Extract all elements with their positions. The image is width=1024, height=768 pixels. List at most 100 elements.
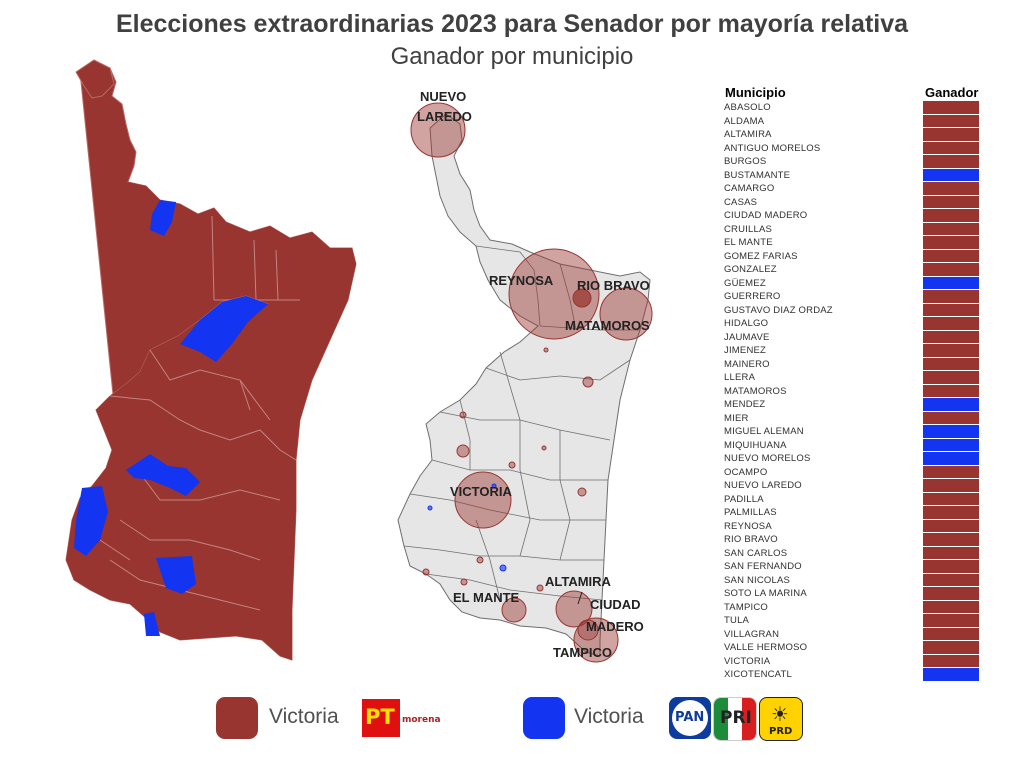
tamaulipas-shape-right bbox=[397, 113, 651, 657]
winner-cell bbox=[923, 344, 979, 358]
winner-cell bbox=[923, 627, 979, 641]
table-row: ALTAMIRA bbox=[724, 128, 984, 142]
bubble-small-1 bbox=[456, 444, 470, 458]
municipio-guemez bbox=[126, 454, 200, 496]
bubble-victoria bbox=[454, 471, 512, 529]
municipio-name: GÜEMEZ bbox=[724, 277, 766, 289]
page-subtitle: Ganador por municipio bbox=[390, 43, 634, 70]
bubble-blue-1 bbox=[499, 564, 507, 572]
municipio-name: OCAMPO bbox=[724, 466, 768, 478]
table-row: VILLAGRAN bbox=[724, 627, 984, 641]
bubble-tampico bbox=[573, 617, 619, 663]
winner-cell bbox=[923, 371, 979, 385]
winner-cell bbox=[923, 614, 979, 628]
municipio-name: GUSTAVO DIAZ ORDAZ bbox=[724, 304, 833, 316]
municipio-bustamante bbox=[74, 486, 108, 556]
municipio-name: GUERRERO bbox=[724, 291, 781, 302]
page-title: Elecciones extraordinarias 2023 para Sen… bbox=[115, 10, 909, 38]
sun-icon: ☀ bbox=[771, 704, 789, 726]
municipio-name: MIER bbox=[724, 412, 749, 424]
winner-cell bbox=[923, 492, 979, 506]
municipio-name: VALLE HERMOSO bbox=[724, 642, 808, 653]
municipio-name: PALMILLAS bbox=[724, 507, 777, 518]
municipio-name: MAINERO bbox=[724, 358, 770, 370]
bubble-matamoros bbox=[599, 287, 653, 341]
winner-cell bbox=[923, 519, 979, 533]
legend-label-morena: Victoria bbox=[269, 705, 339, 728]
winner-cell bbox=[923, 263, 979, 277]
bubble-map: NUEVO LAREDO REYNOSA RIO BRAVO MATAMOROS… bbox=[397, 89, 653, 663]
table-row: HIDALGO bbox=[724, 317, 984, 331]
column-header-ganador: Ganador bbox=[925, 85, 979, 100]
table-row: MAINERO bbox=[724, 357, 984, 371]
table-row: ABASOLO bbox=[724, 101, 984, 115]
table-row: GÜEMEZ bbox=[724, 276, 984, 290]
table-row: CAMARGO bbox=[724, 182, 984, 196]
municipio-nuevo-morelos bbox=[144, 612, 160, 636]
altamira-leader-line bbox=[577, 591, 583, 605]
winner-cell bbox=[923, 384, 979, 398]
municipio-name: CRUILLAS bbox=[724, 223, 773, 235]
winner-cell bbox=[923, 128, 979, 142]
municipio-name: ANTIGUO MORELOS bbox=[724, 142, 821, 154]
winner-cell bbox=[923, 276, 979, 290]
table-row: MIQUIHUANA bbox=[724, 438, 984, 452]
label-el-mante: EL MANTE bbox=[453, 590, 520, 605]
bubble-small-10 bbox=[536, 584, 544, 592]
winner-cell bbox=[923, 560, 979, 574]
table-row: OCAMPO bbox=[724, 465, 984, 479]
municipio-name: PADILLA bbox=[724, 493, 764, 505]
label-matamoros: MATAMOROS bbox=[565, 318, 650, 333]
label-rio-bravo: RIO BRAVO bbox=[577, 278, 650, 293]
morena-logo-text: morena bbox=[402, 715, 441, 725]
table-row: SAN CARLOS bbox=[724, 546, 984, 560]
label-tampico: TAMPICO bbox=[553, 645, 612, 660]
bubble-small-4 bbox=[543, 347, 549, 353]
municipio-name: SAN FERNANDO bbox=[724, 561, 802, 572]
table-row: TULA bbox=[724, 614, 984, 628]
pt-logo-text: PT bbox=[365, 705, 395, 729]
municipio-name: ALDAMA bbox=[724, 115, 765, 127]
table-row: GUERRERO bbox=[724, 290, 984, 304]
winner-cell bbox=[923, 209, 979, 223]
prd-logo-text: PRD bbox=[769, 726, 793, 737]
winner-cell bbox=[923, 222, 979, 236]
municipio-name: VILLAGRAN bbox=[724, 628, 780, 640]
pri-logo-text: PRI bbox=[720, 708, 752, 728]
prd-logo: ☀ PRD bbox=[759, 697, 803, 741]
bubble-altamira bbox=[555, 590, 593, 628]
winner-cell bbox=[923, 668, 979, 682]
bubble-small-2 bbox=[582, 376, 594, 388]
table-row: VICTORIA bbox=[724, 654, 984, 668]
tamaulipas-body-left bbox=[66, 182, 356, 660]
winner-cell bbox=[923, 141, 979, 155]
winner-cell bbox=[923, 641, 979, 655]
bubble-small-3 bbox=[577, 487, 587, 497]
label-ciudad-2: MADERO bbox=[586, 619, 644, 634]
bubble-blue-3 bbox=[491, 483, 497, 489]
table-row: NUEVO MORELOS bbox=[724, 452, 984, 466]
label-altamira: ALTAMIRA bbox=[545, 574, 612, 589]
winner-cell bbox=[923, 101, 979, 115]
municipio-name: EL MANTE bbox=[724, 237, 773, 248]
municipio-name: MENDEZ bbox=[724, 399, 766, 410]
table-row: NUEVO LAREDO bbox=[724, 479, 984, 493]
municipio-miquihuana bbox=[156, 556, 196, 594]
table-row: CIUDAD MADERO bbox=[724, 209, 984, 223]
winner-cell bbox=[923, 114, 979, 128]
winner-cell bbox=[923, 425, 979, 439]
municipio-name: MIQUIHUANA bbox=[724, 439, 787, 451]
bubble-small-9 bbox=[460, 578, 468, 586]
bubble-small-11 bbox=[541, 445, 547, 451]
municipio-name: XICOTENCATL bbox=[724, 669, 793, 680]
municipio-name: JAUMAVE bbox=[724, 331, 770, 343]
table-row: GONZALEZ bbox=[724, 263, 984, 277]
municipio-name: GONZALEZ bbox=[724, 264, 777, 275]
winner-cell bbox=[923, 438, 979, 452]
table-row: SOTO LA MARINA bbox=[724, 587, 984, 601]
pan-logo-text: PAN bbox=[675, 710, 705, 725]
winner-cell bbox=[923, 411, 979, 425]
table-row: BUSTAMANTE bbox=[724, 168, 984, 182]
legend-swatch-pan bbox=[523, 697, 565, 739]
